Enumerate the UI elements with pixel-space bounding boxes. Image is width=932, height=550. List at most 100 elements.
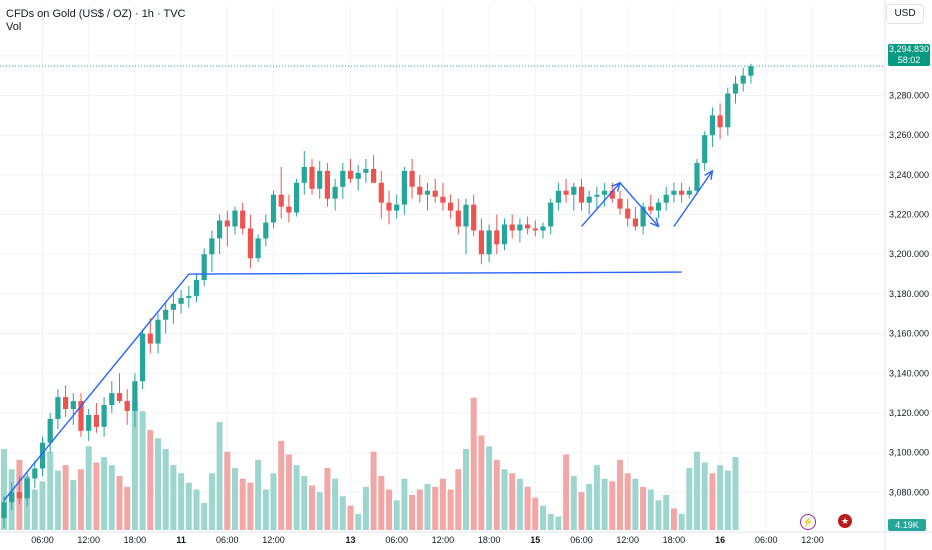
volume-bar <box>732 457 739 530</box>
candle-body <box>679 190 685 195</box>
candle-body <box>278 194 284 207</box>
volume-bar <box>424 484 431 530</box>
volume-bar <box>655 500 662 530</box>
volume-bar <box>694 451 700 530</box>
time-axis[interactable]: 06:00 12:00 18:00 11 06:00 12:00 13 06:00 12:00 1… <box>0 531 932 545</box>
candle-body <box>209 238 215 255</box>
volume-bar <box>170 465 177 530</box>
candle-body <box>478 230 484 255</box>
candle-body <box>663 194 669 203</box>
candle-body <box>494 230 500 245</box>
volume-bar <box>416 489 423 530</box>
candle-body <box>32 468 38 479</box>
volume-bar <box>285 454 292 530</box>
volume-bar <box>547 513 554 530</box>
volume-bar <box>270 473 277 530</box>
candle-body <box>648 206 654 211</box>
candle-body <box>424 190 431 195</box>
symbol-title[interactable]: CFDs on Gold (US$ / OZ) · 1h · TVC <box>6 8 186 20</box>
y-tick-label: 3,240.000 <box>889 170 929 180</box>
volume-bar <box>316 492 323 530</box>
volume-bar <box>355 513 362 530</box>
candle-body <box>294 182 300 213</box>
candle-body <box>39 442 46 469</box>
candle-body <box>347 170 354 179</box>
volume-bar <box>439 478 446 530</box>
currency-button[interactable]: USD <box>886 4 924 24</box>
x-tick-label: 12:00 <box>616 535 639 545</box>
candle-body <box>594 194 600 197</box>
x-tick-label: 18:00 <box>663 535 686 545</box>
volume-bar <box>609 481 616 530</box>
x-tick-label: 06:00 <box>755 535 778 545</box>
volume-bar <box>378 476 385 530</box>
candle-body <box>609 190 615 199</box>
volume-bar <box>193 489 200 530</box>
volume-indicator-label[interactable]: Vol <box>6 21 22 33</box>
candle-body <box>224 220 230 227</box>
candle-body <box>371 168 377 183</box>
candle-body <box>440 196 446 203</box>
volume-bar <box>670 508 677 530</box>
candle-body <box>532 228 538 231</box>
volume-bar <box>463 449 469 530</box>
volume-bar <box>409 494 416 530</box>
volume-bar <box>593 465 600 530</box>
candle-body <box>525 224 531 229</box>
candle-body <box>270 194 277 223</box>
candle-body <box>101 405 107 427</box>
volume-bar <box>54 470 61 530</box>
volume-bar <box>555 516 562 530</box>
candle-body <box>193 280 200 296</box>
volume-bar <box>663 494 670 530</box>
volume-bar <box>501 469 508 530</box>
volume-bar <box>570 476 577 530</box>
volume-bar <box>563 454 570 530</box>
candle-body <box>702 135 708 163</box>
candle-body <box>201 254 207 281</box>
candle-body <box>86 414 92 431</box>
price-axis[interactable]: 3,080.000 3,100.000 3,120.000 3,140.000 3,16… <box>884 0 929 550</box>
volume-bar <box>216 422 223 530</box>
lightning-icon[interactable]: ⚡ <box>800 514 816 530</box>
candle-body <box>47 418 53 443</box>
candle-body <box>140 333 146 382</box>
candle-body <box>170 303 176 310</box>
candle-body <box>586 196 592 203</box>
volume-bar <box>309 485 315 530</box>
x-tick-label: 12:00 <box>801 535 824 545</box>
volume-bar <box>540 505 546 530</box>
volume-bar <box>255 459 262 530</box>
candle-body <box>309 166 315 189</box>
candle-body <box>78 401 84 431</box>
volume-bar <box>47 451 54 530</box>
volume-bar <box>116 476 123 530</box>
candle-body <box>124 401 130 411</box>
grid <box>0 6 885 532</box>
last-price-badge: 3,294.830 58:02 <box>888 44 930 66</box>
volume-bar <box>509 473 516 530</box>
y-tick-label: 3,200.000 <box>889 249 929 259</box>
x-tick-label: 15 <box>530 535 540 545</box>
candle-body <box>509 224 515 231</box>
candle-body <box>717 115 723 128</box>
trend-drawings[interactable] <box>3 169 714 501</box>
candle-body <box>409 170 415 187</box>
price-candles <box>1 63 754 529</box>
volume-bar <box>262 489 269 530</box>
us-flag-icon[interactable]: ★ <box>838 514 852 528</box>
x-tick-label: 12:00 <box>77 535 100 545</box>
candle-body <box>732 83 739 94</box>
arrow-line <box>580 182 621 227</box>
x-tick-label: 16 <box>715 535 725 545</box>
candle-body <box>232 210 238 227</box>
candle-body <box>686 190 692 195</box>
volume-badge: 4.19K <box>888 519 926 531</box>
x-tick-label: 18:00 <box>478 535 501 545</box>
y-tick-label: 3,280.000 <box>889 91 929 101</box>
volume-bar <box>339 496 346 530</box>
candle-body <box>155 319 161 344</box>
volume-bar <box>647 489 654 530</box>
volume-bar <box>247 482 254 530</box>
